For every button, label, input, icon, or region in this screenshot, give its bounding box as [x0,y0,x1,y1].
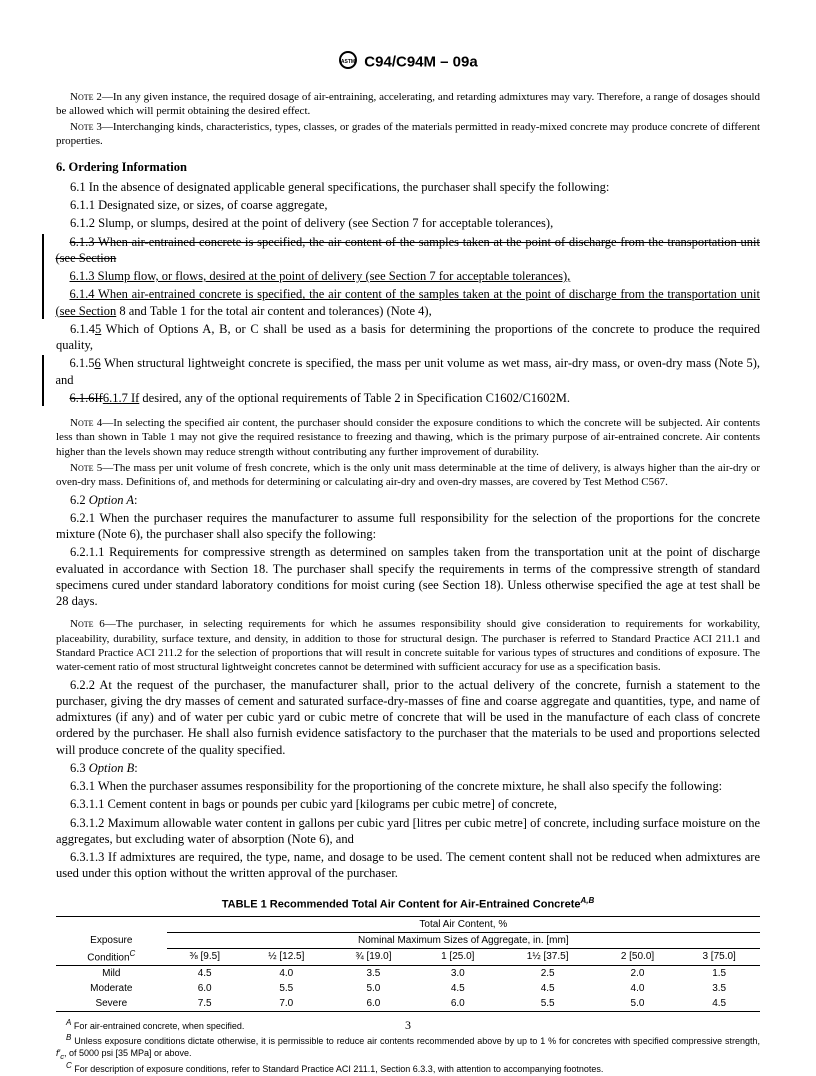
table1-size-col: ½ [12.5] [243,948,330,966]
table1: Total Air Content, % Exposure Nominal Ma… [56,916,760,1013]
p6-2-1: 6.2.1 When the purchaser requires the ma… [56,510,760,543]
page-number: 3 [0,1018,816,1034]
table-row: Moderate 6.05.55.04.54.54.03.5 [56,981,760,996]
page-header: ASTM C94/C94M – 09a [56,50,760,76]
table1-size-col: ⅜ [9.5] [167,948,243,966]
table1-size-col: 1½ [37.5] [499,948,597,966]
p6-1-3-deleted: 6.1.3 When air-entrained concrete is spe… [56,234,761,267]
p6-3-1-2: 6.3.1.2 Maximum allowable water content … [56,815,760,848]
p6-1-4-new: 6.1.4 When air-entrained concrete is spe… [56,286,761,319]
p6-3-1-1: 6.3.1.1 Cement content in bags or pounds… [56,796,760,812]
section-6-title: 6. Ordering Information [56,159,760,175]
table1-title: TABLE 1 Recommended Total Air Content fo… [56,896,760,912]
astm-logo: ASTM [338,50,358,76]
p6-2-1-1: 6.2.1.1 Requirements for compressive str… [56,544,760,609]
table1-condition-label: ConditionC [56,948,167,966]
note-6: Note 6—The purchaser, in selecting requi… [56,617,760,674]
note-5: Note 5—The mass per unit volume of fresh… [56,461,760,490]
table-row: Mild 4.54.03.53.02.52.01.5 [56,966,760,982]
table1-size-col: ¾ [19.0] [330,948,417,966]
note-3: Note 3—Interchanging kinds, characterist… [56,120,760,149]
p6-1-1: 6.1.1 Designated size, or sizes, of coar… [56,197,760,213]
p6-3-1: 6.3.1 When the purchaser assumes respons… [56,778,760,794]
table1-exposure-label: Exposure [56,932,167,948]
p6-3-hdr: 6.3 Option B: [56,760,760,776]
p6-3-1-3: 6.3.1.3 If admixtures are required, the … [56,849,760,882]
table1-span-header: Nominal Maximum Sizes of Aggregate, in. … [167,932,760,948]
p6-1-2: 6.1.2 Slump, or slumps, desired at the p… [56,215,760,231]
table1-superheader: Total Air Content, % [167,916,760,932]
p6-1-6if: 6.1.6If6.1.7 If desired, any of the opti… [56,390,761,406]
table1-size-col: 2 [50.0] [597,948,679,966]
note-2: Note 2—In any given instance, the requir… [56,90,760,119]
p6-1: 6.1 In the absence of designated applica… [56,179,760,195]
p6-1-45: 6.1.45 Which of Options A, B, or C shall… [56,321,760,354]
p6-2-2: 6.2.2 At the request of the purchaser, t… [56,677,760,758]
note-4: Note 4—In selecting the specified air co… [56,416,760,459]
doc-id: C94/C94M – 09a [364,54,477,71]
p6-1-3-new: 6.1.3 Slump flow, or flows, desired at t… [56,268,761,284]
p6-2-hdr: 6.2 Option A: [56,492,760,508]
p6-1-56: 6.1.56 When structural lightweight concr… [56,355,761,388]
table-row: Severe 7.57.06.06.05.55.04.5 [56,996,760,1012]
table1-size-col: 3 [75.0] [678,948,760,966]
table1-size-col: 1 [25.0] [417,948,499,966]
svg-text:ASTM: ASTM [341,59,355,65]
